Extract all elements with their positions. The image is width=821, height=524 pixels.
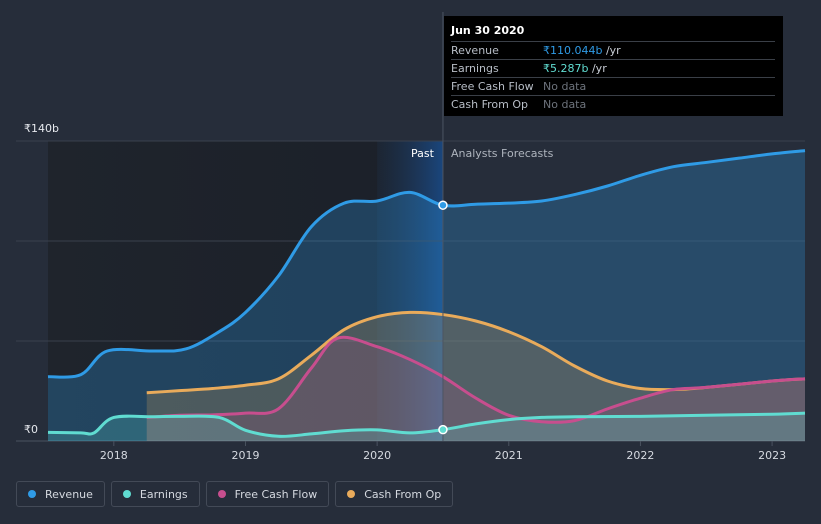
x-tick-label: 2023 (758, 449, 786, 462)
cash-from-op-value: No data (543, 98, 587, 111)
legend-item-cash-from-op[interactable]: Cash From Op (335, 481, 454, 507)
tooltip-row-revenue: Revenue ₹110.044b /yr (451, 41, 775, 59)
free-cash-flow-line (146, 335, 806, 424)
revenue-value: ₹110.044b (543, 44, 603, 57)
forecast-label: Analysts Forecasts (451, 147, 554, 160)
tooltip-row-free-cash-flow: Free Cash Flow No data (451, 77, 775, 95)
legend-item-free-cash-flow[interactable]: Free Cash Flow (205, 481, 330, 507)
x-tick-label: 2019 (231, 449, 259, 462)
free-cash-flow-dot-icon (217, 490, 226, 498)
tooltip-row-earnings: Earnings ₹5.287b /yr (451, 59, 775, 77)
tooltip-label: Free Cash Flow (451, 80, 534, 93)
tooltip-value: ₹110.044b /yr (543, 42, 621, 59)
revenue-line (47, 149, 806, 379)
past-label: Past (411, 147, 435, 160)
legend-label: Earnings (139, 487, 188, 501)
tooltip-date: Jun 30 2020 (451, 24, 525, 37)
x-tick-label: 2021 (495, 449, 523, 462)
legend-label: Free Cash Flow (234, 487, 318, 501)
x-tick-label: 2022 (626, 449, 654, 462)
earnings-highlight-point (438, 424, 448, 435)
free-cash-flow-value: No data (543, 80, 587, 93)
x-tick-label: 2018 (100, 449, 128, 462)
tooltip-label: Earnings (451, 62, 499, 75)
cash-from-op-area (146, 312, 805, 441)
y-axis-bottom-label: ₹0 (24, 423, 38, 436)
earnings-area (48, 413, 805, 441)
tooltip-value: ₹5.287b /yr (543, 60, 607, 77)
legend-item-earnings[interactable]: Earnings (110, 481, 200, 507)
earnings-value: ₹5.287b (543, 62, 589, 75)
x-tick-label: 2020 (363, 449, 391, 462)
earnings-unit: /yr (588, 62, 607, 75)
revenue-area (48, 150, 805, 441)
earnings-dot-icon (122, 490, 131, 498)
tooltip: Jun 30 2020 Revenue ₹110.044b /yr Earnin… (444, 16, 783, 116)
legend: Revenue Earnings Free Cash Flow Cash Fro… (16, 481, 454, 507)
legend-label: Revenue (45, 487, 93, 501)
revenue-unit: /yr (602, 44, 621, 57)
earnings-line (47, 411, 806, 438)
y-axis-top-label: ₹140b (24, 122, 59, 135)
legend-item-revenue[interactable]: Revenue (16, 481, 105, 507)
legend-label: Cash From Op (364, 487, 442, 501)
tooltip-label: Cash From Op (451, 98, 529, 111)
revenue-highlight-point (438, 200, 448, 210)
cash-from-op-dot-icon (347, 490, 356, 498)
revenue-dot-icon (28, 490, 36, 498)
tooltip-label: Revenue (451, 44, 499, 57)
tooltip-row-cash-from-op: Cash From Op No data (451, 95, 775, 113)
